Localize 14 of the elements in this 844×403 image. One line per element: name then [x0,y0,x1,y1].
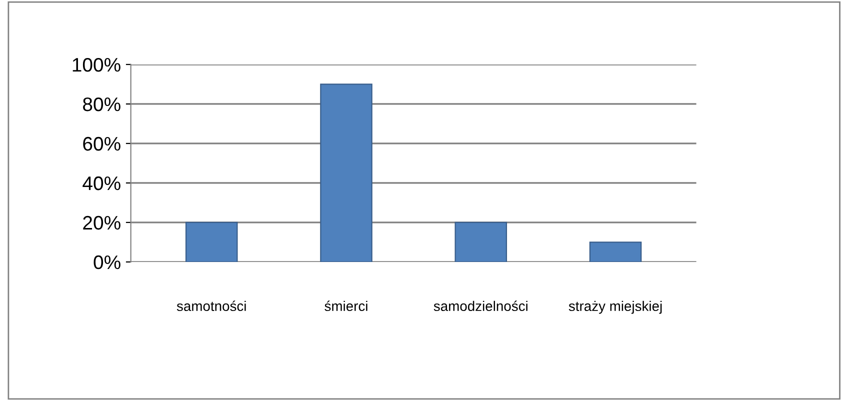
bar [454,222,508,262]
x-tick-label: samotności [176,300,246,312]
y-tick-label: 100% [72,58,120,72]
bar [589,242,642,262]
y-tick-label: 60% [83,136,120,151]
bar [320,84,372,262]
bar [185,222,238,262]
x-tick-label: śmierci [324,300,368,312]
x-tick-label: straży miejskiej [568,300,662,314]
y-tick-label: 80% [83,97,120,112]
y-tick-label: 0% [94,255,120,270]
x-tick-label: samodzielności [434,300,528,312]
y-tick-label: 40% [82,176,120,190]
y-tick-label: 20% [83,216,120,230]
